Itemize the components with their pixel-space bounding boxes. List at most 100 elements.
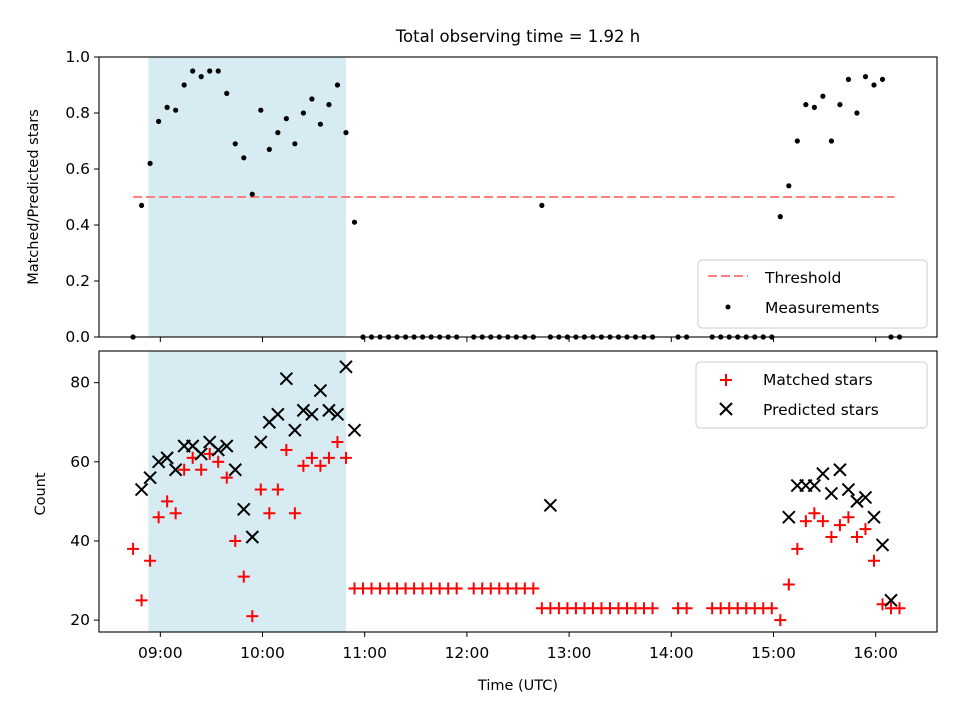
predicted-star-marker — [245, 530, 259, 544]
legend-frame — [695, 361, 928, 429]
x-axis-ticks — [159, 337, 877, 342]
predicted-star-marker — [322, 403, 336, 418]
measurement-point — [156, 118, 162, 124]
measurement-point — [794, 138, 800, 144]
predicted-star-marker — [271, 407, 285, 422]
measurement-point — [539, 202, 545, 208]
y-axis-ticks: 20 40 60 80 — [70, 374, 99, 629]
matched-star-marker — [799, 515, 812, 528]
x-tick-label: 15:00 — [751, 644, 796, 662]
predicted-star-marker — [168, 463, 183, 477]
matched-star-marker — [782, 578, 795, 591]
legend-measurements-label: Measurements — [765, 299, 880, 317]
predicted-star-marker — [305, 407, 319, 422]
predicted-star-marker — [211, 443, 225, 457]
measurement-point — [317, 121, 324, 127]
matched-star-marker — [331, 436, 344, 449]
x-tick-label: 10:00 — [240, 644, 285, 662]
y-axis-label: Matched/Predicted stars — [26, 109, 42, 285]
measurement-point — [309, 96, 315, 102]
predicted-star-marker — [330, 407, 345, 422]
matched-star-marker — [808, 507, 821, 520]
measurement-point — [845, 76, 852, 82]
matched-star-marker — [254, 483, 267, 496]
measurement-point — [173, 107, 179, 113]
matched-star-marker — [246, 610, 259, 623]
matched-star-marker — [842, 511, 855, 524]
predicted-star-marker — [237, 502, 251, 517]
predicted-star-marker — [228, 463, 242, 477]
measurement-point — [777, 214, 783, 220]
predicted-star-marker — [858, 490, 873, 505]
matched-stars-points — [127, 436, 906, 627]
measurement-point — [803, 102, 809, 108]
measurement-point — [275, 130, 281, 136]
predicted-star-marker — [288, 423, 302, 437]
y-tick-label: 40 — [70, 532, 90, 550]
count-panel: 20 40 60 80 09:00 10:00 11:00 12:00 13:00 14:00 1… — [33, 350, 938, 694]
predicted-star-marker — [313, 383, 328, 398]
x-tick-label: 12:00 — [445, 644, 490, 662]
legend-threshold-label: Threshold — [764, 269, 841, 287]
plot-frame — [98, 56, 938, 338]
matched-star-marker — [161, 495, 174, 508]
measurement-point — [147, 160, 153, 166]
matched-star-marker — [825, 531, 838, 544]
measurement-point — [820, 93, 826, 99]
highlight-span-band — [148, 351, 346, 632]
legend: Threshold Measurements — [697, 259, 928, 329]
measurement-point — [334, 82, 341, 88]
y-tick-label: 60 — [70, 453, 90, 471]
matched-star-marker — [263, 507, 276, 520]
x-tick-label: 14:00 — [649, 644, 694, 662]
measurement-point — [164, 104, 170, 110]
highlight-span — [148, 351, 346, 632]
measurement-point — [249, 191, 255, 197]
matched-star-marker — [850, 531, 863, 544]
chart-title: Total observing time = 1.92 h — [395, 27, 640, 46]
matched-star-marker — [195, 463, 208, 476]
predicted-star-marker — [807, 478, 822, 493]
measurement-point — [811, 104, 817, 110]
matched-star-marker — [144, 554, 157, 567]
x-tick-label: 11:00 — [342, 644, 387, 662]
matched-star-marker — [339, 451, 352, 464]
legend: Matched stars Predicted stars — [695, 361, 928, 429]
predicted-star-marker — [160, 451, 174, 465]
x-axis-label: Time (UTC) — [477, 678, 558, 694]
predicted-star-marker — [347, 423, 362, 437]
measurement-point — [837, 102, 843, 108]
highlight-span — [148, 57, 346, 337]
matched-star-marker — [169, 507, 182, 520]
measurement-point — [138, 202, 145, 208]
predicted-star-marker — [194, 447, 208, 461]
measurement-point — [343, 130, 349, 136]
measurement-point — [190, 68, 196, 74]
plot-frame — [98, 350, 938, 633]
measurement-point — [828, 138, 834, 144]
measurement-point — [300, 110, 306, 116]
x-tick-label: 13:00 — [547, 644, 592, 662]
matched-star-marker — [833, 519, 846, 532]
matched-star-marker — [271, 483, 284, 496]
measurement-point — [862, 74, 869, 80]
y-tick-label: 0.2 — [65, 272, 90, 290]
matched-star-marker — [237, 570, 250, 583]
predicted-star-marker — [134, 482, 149, 497]
y-axis-label: Count — [33, 472, 49, 515]
predicted-star-marker — [254, 435, 268, 449]
y-tick-label: 0.4 — [65, 216, 90, 234]
measurement-point — [879, 76, 886, 82]
matched-star-marker — [765, 602, 778, 615]
y-tick-label: 80 — [70, 374, 90, 392]
predicted-star-marker — [339, 360, 353, 374]
predicted-star-marker — [850, 494, 864, 509]
predicted-star-marker — [296, 403, 311, 418]
matched-star-marker — [152, 511, 165, 524]
matched-star-marker — [220, 471, 233, 484]
matched-star-marker — [305, 451, 318, 464]
measurement-point — [215, 68, 221, 74]
measurement-point — [232, 141, 238, 147]
measurement-point — [283, 116, 289, 122]
